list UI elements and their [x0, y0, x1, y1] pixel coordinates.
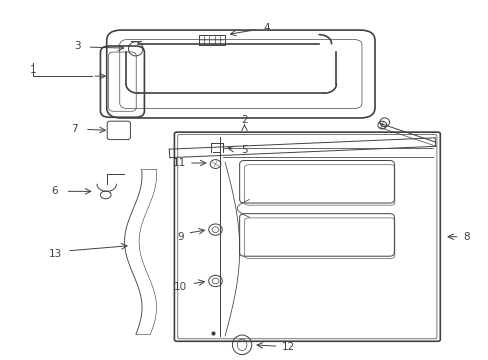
Text: 5: 5 — [241, 145, 247, 155]
Text: 12: 12 — [281, 342, 294, 352]
Text: 13: 13 — [48, 249, 61, 259]
Text: 7: 7 — [71, 123, 78, 134]
Text: 8: 8 — [463, 232, 469, 242]
Text: 2: 2 — [241, 116, 247, 125]
Text: 1: 1 — [29, 65, 36, 75]
Text: 10: 10 — [173, 282, 186, 292]
Text: 11: 11 — [172, 158, 185, 168]
Text: 9: 9 — [177, 232, 183, 242]
Text: 4: 4 — [263, 23, 269, 33]
Text: 6: 6 — [52, 186, 58, 196]
Text: 3: 3 — [74, 41, 81, 51]
